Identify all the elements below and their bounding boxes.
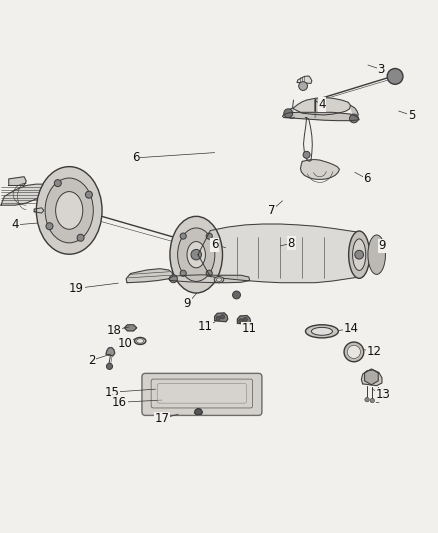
Text: 15: 15 bbox=[104, 386, 119, 399]
Circle shape bbox=[233, 291, 240, 299]
Circle shape bbox=[365, 398, 369, 402]
Polygon shape bbox=[300, 159, 339, 179]
Polygon shape bbox=[283, 112, 359, 120]
Polygon shape bbox=[215, 313, 228, 322]
Text: 10: 10 bbox=[117, 337, 132, 350]
Ellipse shape bbox=[134, 337, 146, 344]
Circle shape bbox=[106, 364, 113, 369]
Text: 6: 6 bbox=[132, 151, 140, 164]
FancyBboxPatch shape bbox=[157, 383, 247, 403]
Circle shape bbox=[170, 275, 177, 282]
Polygon shape bbox=[9, 177, 26, 185]
Ellipse shape bbox=[311, 327, 332, 335]
Circle shape bbox=[54, 180, 61, 187]
Circle shape bbox=[85, 191, 92, 198]
Ellipse shape bbox=[344, 342, 364, 362]
Ellipse shape bbox=[45, 178, 93, 243]
Text: 14: 14 bbox=[344, 322, 359, 335]
Polygon shape bbox=[198, 224, 359, 282]
Ellipse shape bbox=[216, 278, 222, 281]
Text: 2: 2 bbox=[88, 354, 96, 367]
Text: 11: 11 bbox=[241, 322, 256, 335]
Circle shape bbox=[299, 82, 307, 91]
Polygon shape bbox=[1, 184, 53, 205]
Text: 9: 9 bbox=[184, 297, 191, 310]
Ellipse shape bbox=[170, 216, 223, 293]
Polygon shape bbox=[194, 408, 202, 415]
Ellipse shape bbox=[349, 231, 370, 278]
Ellipse shape bbox=[187, 241, 205, 268]
Circle shape bbox=[303, 151, 310, 158]
Polygon shape bbox=[350, 106, 358, 118]
Ellipse shape bbox=[305, 325, 338, 338]
Circle shape bbox=[243, 317, 247, 322]
Polygon shape bbox=[293, 98, 350, 115]
Text: 16: 16 bbox=[112, 396, 127, 409]
Circle shape bbox=[216, 316, 220, 320]
Polygon shape bbox=[237, 316, 251, 324]
Text: 13: 13 bbox=[376, 389, 391, 401]
Polygon shape bbox=[361, 370, 382, 386]
Polygon shape bbox=[364, 369, 378, 385]
Circle shape bbox=[77, 234, 84, 241]
Text: 17: 17 bbox=[155, 413, 170, 425]
Text: 7: 7 bbox=[268, 204, 276, 217]
Ellipse shape bbox=[137, 339, 144, 343]
Circle shape bbox=[180, 270, 186, 276]
Ellipse shape bbox=[36, 167, 102, 254]
Circle shape bbox=[206, 233, 212, 239]
Ellipse shape bbox=[353, 239, 366, 270]
Circle shape bbox=[180, 233, 186, 239]
Ellipse shape bbox=[368, 235, 385, 274]
Circle shape bbox=[375, 398, 380, 403]
Text: 12: 12 bbox=[367, 345, 382, 358]
Text: 9: 9 bbox=[378, 239, 386, 253]
Polygon shape bbox=[287, 108, 294, 118]
Text: 4: 4 bbox=[11, 219, 19, 231]
Circle shape bbox=[284, 109, 293, 118]
Circle shape bbox=[387, 69, 403, 84]
Polygon shape bbox=[297, 76, 312, 84]
Text: 4: 4 bbox=[318, 98, 326, 111]
Polygon shape bbox=[124, 325, 137, 331]
Circle shape bbox=[206, 270, 212, 276]
Text: 5: 5 bbox=[408, 109, 415, 122]
Circle shape bbox=[370, 398, 374, 403]
Circle shape bbox=[46, 223, 53, 230]
Polygon shape bbox=[169, 275, 250, 282]
Polygon shape bbox=[126, 269, 173, 282]
Text: 6: 6 bbox=[363, 172, 371, 185]
Text: 6: 6 bbox=[211, 238, 219, 251]
Circle shape bbox=[350, 114, 358, 123]
Polygon shape bbox=[34, 208, 44, 213]
Ellipse shape bbox=[178, 228, 215, 281]
Ellipse shape bbox=[214, 277, 224, 282]
Text: 19: 19 bbox=[69, 282, 84, 295]
Text: 8: 8 bbox=[288, 237, 295, 250]
FancyBboxPatch shape bbox=[142, 374, 262, 415]
Text: 3: 3 bbox=[378, 63, 385, 76]
Circle shape bbox=[239, 319, 243, 323]
Ellipse shape bbox=[347, 345, 360, 359]
Ellipse shape bbox=[56, 191, 83, 229]
Circle shape bbox=[355, 251, 364, 259]
Circle shape bbox=[191, 249, 201, 260]
Text: 11: 11 bbox=[198, 320, 212, 334]
Text: 18: 18 bbox=[106, 324, 121, 336]
Polygon shape bbox=[106, 348, 115, 356]
Circle shape bbox=[220, 314, 225, 319]
